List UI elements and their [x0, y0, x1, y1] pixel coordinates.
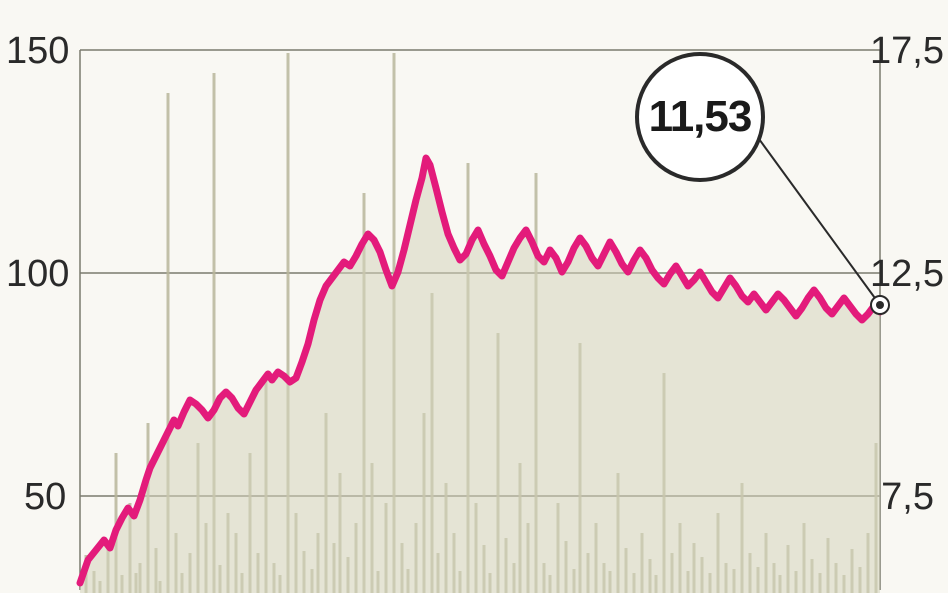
chart-svg [0, 0, 948, 593]
price-callout-value: 11,53 [649, 92, 752, 142]
right-axis-tick-0: 17,5 [870, 30, 944, 73]
price-volume-chart: 150 100 50 17,5 12,5 7,5 11,53 [0, 0, 948, 593]
left-axis-tick-2: 50 [24, 476, 66, 519]
right-axis-tick-1: 12,5 [870, 253, 944, 296]
left-axis-tick-1: 100 [6, 253, 69, 296]
left-axis-tick-0: 150 [6, 30, 69, 73]
price-callout: 11,53 [635, 52, 765, 182]
right-axis-tick-2: 7,5 [881, 476, 934, 519]
